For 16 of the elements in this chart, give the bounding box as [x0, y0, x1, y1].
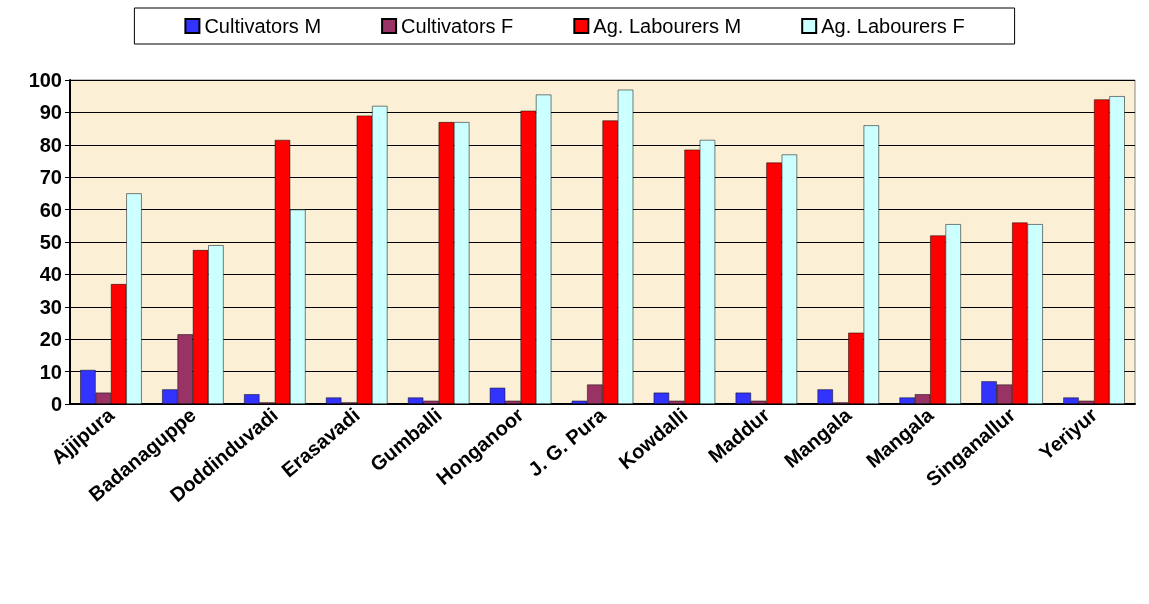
- y-tick-label: 30: [39, 295, 62, 318]
- y-tick-label: 100: [28, 69, 62, 91]
- y-tick-label: 10: [39, 360, 62, 383]
- y-tick-label: 90: [39, 101, 62, 124]
- y-tick-label: 40: [39, 263, 62, 286]
- x-tick-label: J. G. Pura: [523, 403, 611, 481]
- legend-label: Ag. Labourers F: [821, 15, 965, 37]
- y-tick-label: 20: [39, 328, 62, 351]
- y-tick-label: 50: [39, 231, 62, 253]
- legend-label: Ag. Labourers M: [593, 15, 742, 37]
- y-tick-label: 70: [39, 166, 62, 189]
- y-tick-label: 0: [50, 393, 62, 415]
- y-tick-label: 60: [39, 198, 62, 221]
- legend-label: Cultivators M: [204, 15, 322, 37]
- y-tick-label: 80: [39, 133, 62, 156]
- legend-label: Cultivators F: [401, 15, 514, 37]
